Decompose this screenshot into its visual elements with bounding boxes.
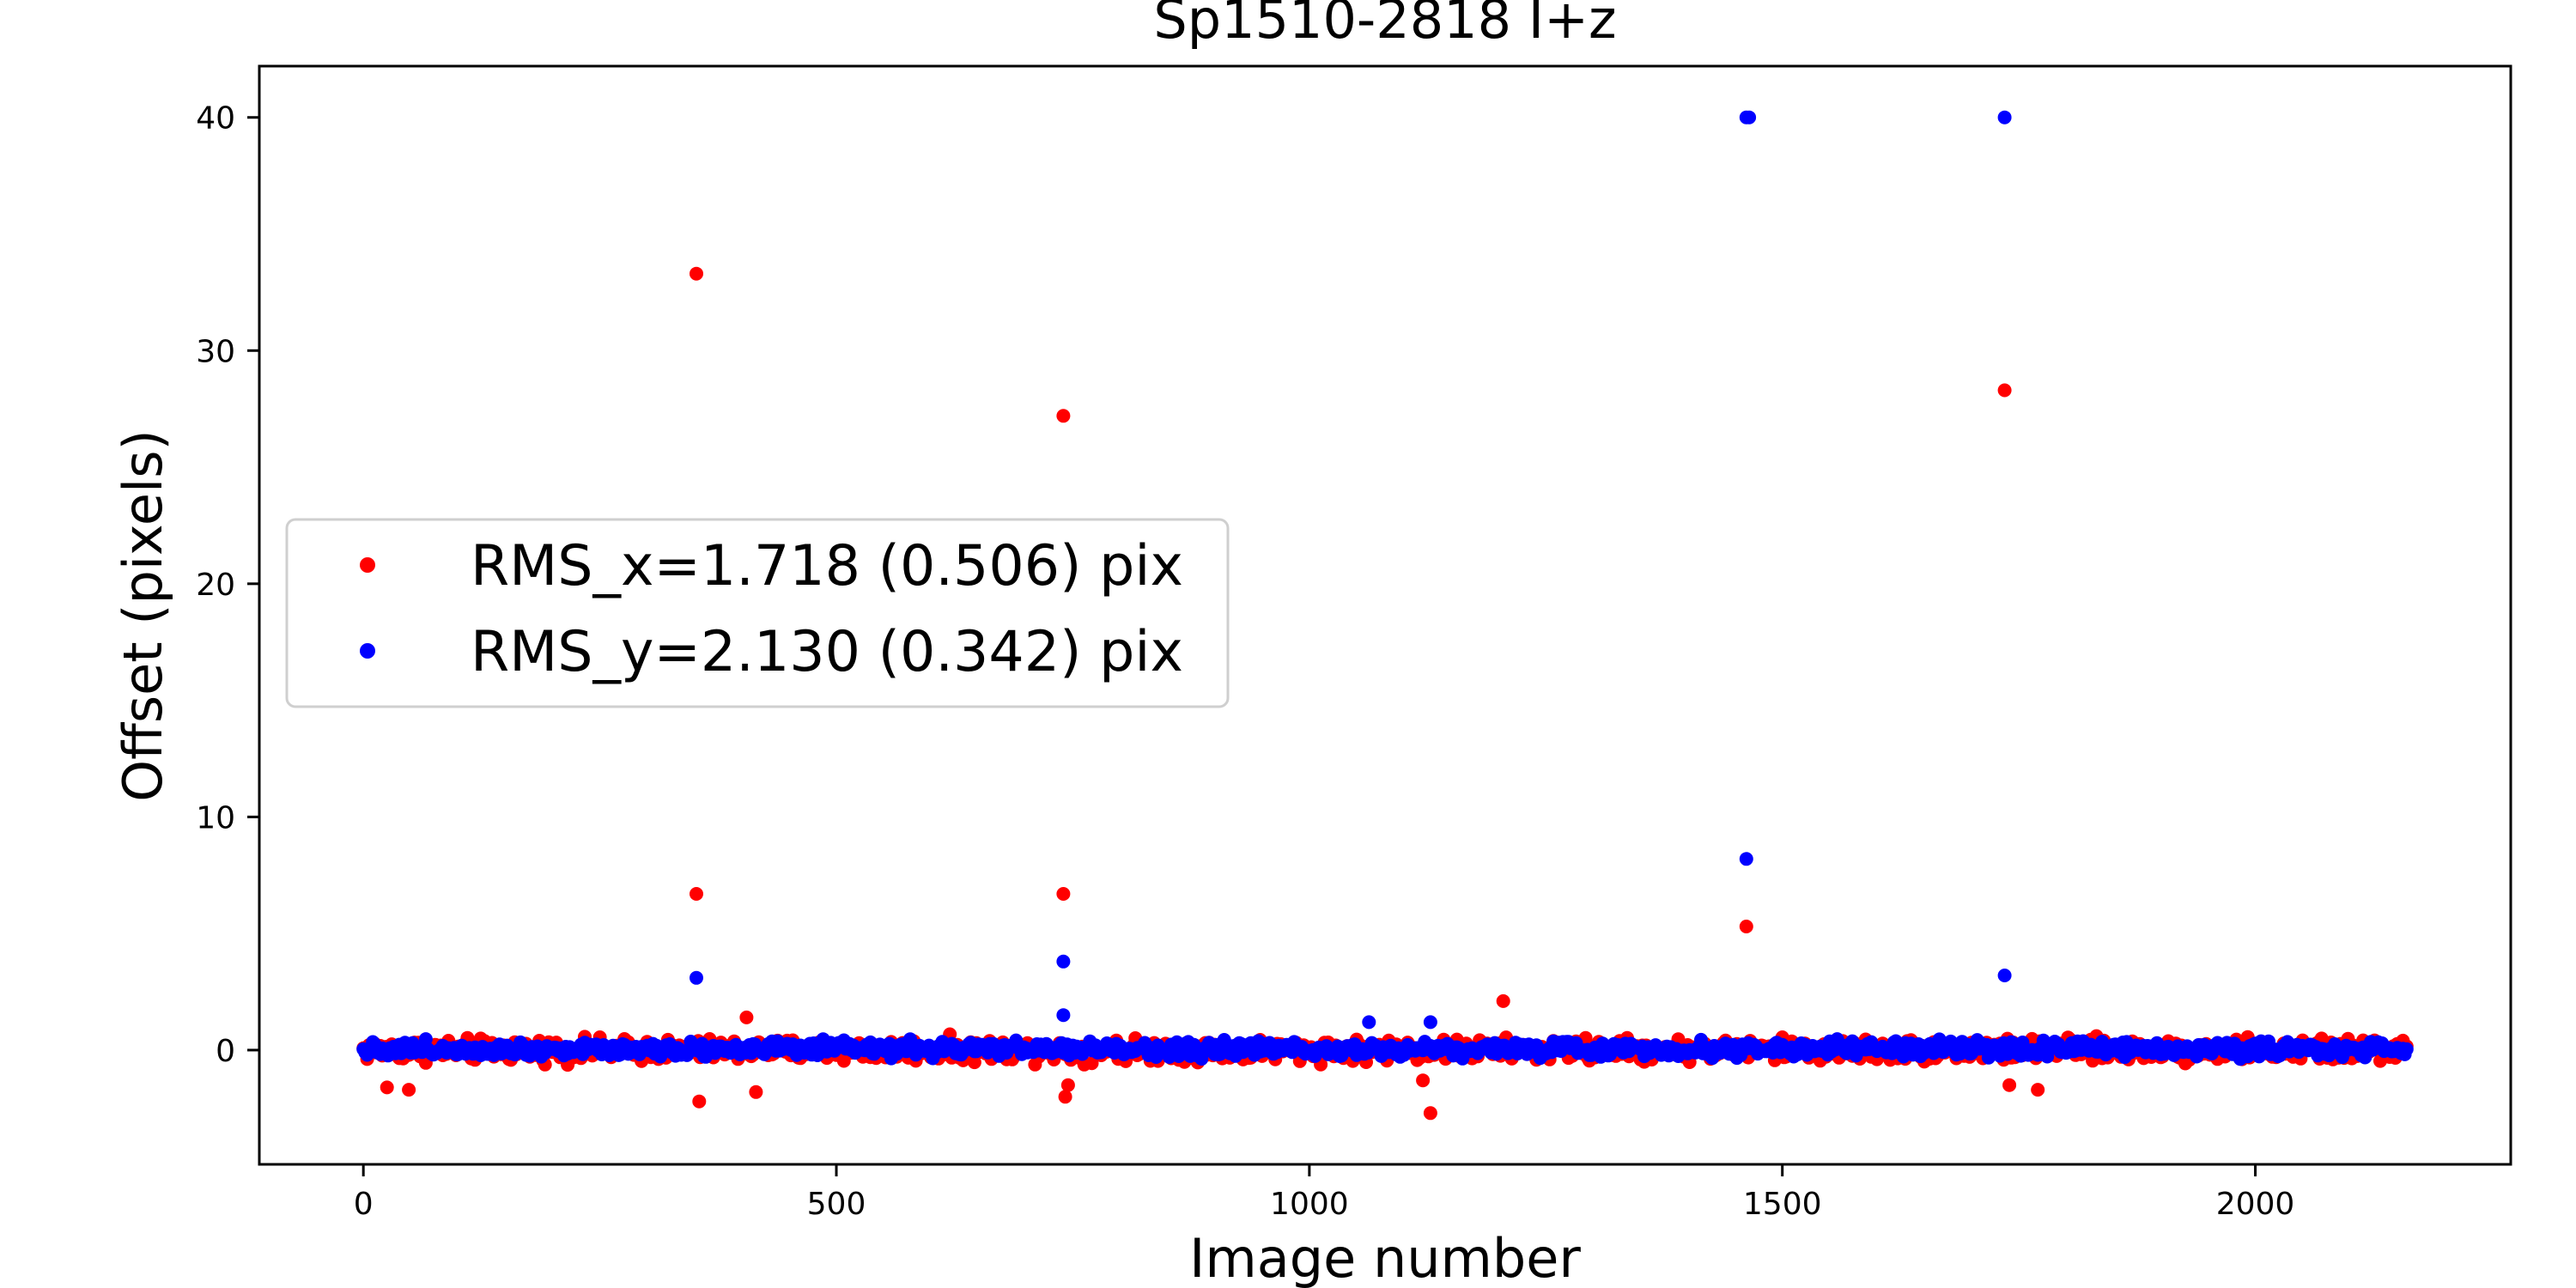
legend-label-y: RMS_y=2.130 (0.342) pix (471, 620, 1183, 684)
scatter-point-series-0 (380, 1080, 394, 1095)
scatter-point-series-0 (1084, 1056, 1099, 1071)
scatter-point-series-0 (690, 266, 703, 281)
y-axis-label: Offset (pixels) (112, 429, 174, 801)
plot-frame (258, 64, 2512, 1166)
scatter-point-series-1 (1056, 954, 1071, 969)
x-tick-label: 500 (807, 1187, 866, 1222)
scatter-point-series-1 (1423, 1015, 1437, 1030)
legend-box (285, 518, 1230, 708)
scatter-point-series-1 (1362, 1015, 1376, 1030)
y-tick-label: 30 (196, 334, 235, 369)
x-tick-label: 0 (354, 1187, 374, 1222)
scatter-point-series-0 (1058, 1090, 1072, 1104)
scatter-point-series-0 (402, 1083, 416, 1097)
axes: 0 500 1000 1500 2000 0 10 20 30 40 (196, 64, 2512, 1222)
scatter-point-series-0 (1060, 1078, 1075, 1092)
scatter-point-series-0 (1496, 993, 1510, 1008)
scatter-point-series-0 (2031, 1083, 2045, 1097)
scatter-point-series-0 (690, 887, 703, 901)
x-tick-label: 1500 (1743, 1187, 1822, 1222)
y-tick-label: 0 (216, 1034, 235, 1069)
scatter-point-series-0 (967, 1055, 981, 1070)
scatter-point-series-0 (1056, 887, 1071, 901)
chart-title: Sp1510-2818 I+z (1153, 0, 1616, 51)
scatter-point-series-1 (690, 970, 703, 985)
scatter-point-series-0 (1416, 1073, 1431, 1088)
scatter-point-series-0 (2002, 1078, 2017, 1092)
legend-label-x: RMS_x=1.718 (0.506) pix (471, 534, 1183, 598)
scatter-point-series-1 (1742, 110, 1757, 125)
y-tick-label: 40 (196, 101, 235, 137)
scatter-point-series-0 (1997, 383, 2012, 398)
scatter-point-series-0 (749, 1084, 763, 1099)
y-tick-label: 20 (196, 568, 235, 603)
scatter-point-series-0 (739, 1010, 754, 1024)
x-axis-label: Image number (1189, 1227, 1581, 1288)
scatter-point-series-0 (1423, 1106, 1437, 1121)
legend-marker-x (360, 557, 375, 573)
scatter-point-series-1 (2399, 1042, 2414, 1056)
scatter-points (356, 110, 2414, 1121)
scatter-point-series-1 (1997, 110, 2012, 125)
scatter-point-series-0 (1056, 409, 1071, 423)
scatter-point-series-0 (692, 1094, 707, 1109)
legend-marker-y (360, 643, 375, 659)
scatter-point-series-1 (1056, 1008, 1071, 1023)
x-tick-label: 2000 (2216, 1187, 2295, 1222)
scatter-point-series-0 (1739, 920, 1753, 933)
x-tick-label: 1000 (1270, 1187, 1349, 1222)
y-tick-label: 10 (196, 800, 235, 835)
scatter-point-series-1 (1997, 969, 2012, 982)
legend: RMS_x=1.718 (0.506) pix RMS_y=2.130 (0.3… (285, 518, 1230, 708)
scatter-point-series-1 (1739, 852, 1753, 866)
